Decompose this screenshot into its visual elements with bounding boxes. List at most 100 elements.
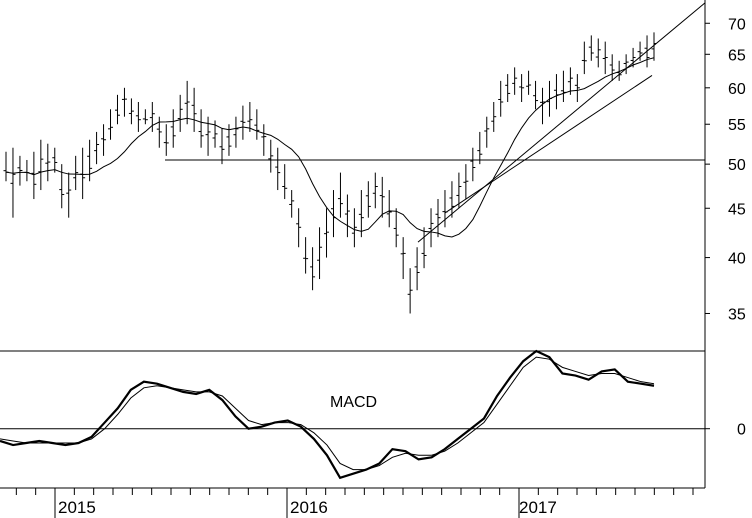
macd-axis: 0	[705, 422, 746, 439]
price-bars	[3, 32, 657, 314]
macd-tick-label: 0	[737, 422, 746, 439]
year-label: 2016	[290, 498, 328, 517]
price-overlays	[5, 2, 706, 243]
price-bar	[386, 190, 392, 228]
price-bar	[623, 54, 629, 75]
price-bar	[470, 147, 476, 182]
chart-frame	[0, 0, 706, 489]
price-bar	[198, 109, 204, 148]
price-bar	[372, 172, 378, 209]
price-bar	[505, 74, 511, 103]
time-axis: 2015 2016 2017	[15, 488, 694, 518]
price-bar	[358, 190, 364, 238]
price-bar	[484, 116, 490, 148]
price-bar	[59, 164, 65, 209]
price-bar	[324, 208, 330, 258]
price-tick-label: 50	[728, 157, 746, 174]
price-bar	[526, 70, 532, 95]
price-bar	[191, 87, 197, 132]
price-bar	[560, 70, 566, 103]
macd-panel: MACD	[0, 349, 705, 480]
year-label: 2015	[58, 498, 96, 517]
price-bar	[602, 41, 608, 75]
price-bar	[296, 208, 302, 248]
price-bar	[135, 102, 141, 132]
price-bar	[10, 147, 16, 218]
price-bar	[630, 47, 636, 68]
price-bar	[393, 208, 399, 248]
macd-line	[0, 349, 655, 480]
price-bar	[400, 237, 406, 280]
price-bar	[428, 208, 434, 248]
price-bar	[156, 116, 162, 148]
price-bar	[3, 151, 9, 182]
macd-label: MACD	[330, 394, 377, 411]
price-bar	[52, 147, 58, 173]
price-tick-label: 60	[728, 81, 746, 98]
price-bar	[114, 94, 120, 125]
price-bar	[567, 67, 573, 95]
price-bar	[519, 74, 525, 103]
price-bar	[170, 109, 176, 148]
price-bar	[421, 227, 427, 269]
price-bar	[80, 147, 86, 200]
price-bar	[463, 164, 469, 200]
price-bar	[282, 164, 288, 200]
price-bar	[163, 124, 169, 156]
price-bar	[379, 176, 385, 218]
price-bar	[142, 109, 148, 125]
price-bar	[540, 87, 546, 125]
price-bar	[581, 41, 587, 75]
price-bar	[344, 194, 350, 238]
price-axis: 35 40 45 50 55 60 65 70	[705, 16, 746, 323]
price-bar	[73, 155, 79, 191]
price-bar	[317, 227, 323, 280]
price-bar	[233, 116, 239, 148]
price-bar	[574, 74, 580, 103]
price-bar	[275, 147, 281, 191]
price-bar	[128, 98, 134, 125]
price-bar	[303, 237, 309, 274]
price-bar	[289, 190, 295, 218]
price-bar	[609, 54, 615, 81]
price-bar	[38, 139, 44, 191]
price-tick-label: 40	[728, 251, 746, 268]
price-bar	[219, 128, 225, 165]
price-bar	[177, 94, 183, 132]
price-bar	[24, 159, 30, 182]
moving-average-line	[5, 57, 655, 238]
year-label: 2017	[519, 498, 557, 517]
price-bar	[595, 38, 601, 68]
price-bar	[351, 208, 357, 248]
price-bar	[407, 268, 413, 314]
price-bar	[498, 80, 504, 117]
price-tick-label: 35	[728, 306, 746, 323]
price-bar	[261, 124, 267, 156]
price-bar	[87, 139, 93, 182]
price-bar	[435, 199, 441, 238]
price-tick-label: 65	[728, 47, 746, 64]
lower-trendline	[444, 75, 653, 214]
price-bar	[477, 131, 483, 165]
price-bar	[268, 139, 274, 173]
price-bar	[337, 172, 343, 218]
price-bar	[240, 105, 246, 140]
price-bar	[456, 172, 462, 209]
price-bar	[512, 67, 518, 95]
price-bar	[365, 181, 371, 218]
price-bar	[45, 143, 51, 182]
price-bar	[247, 102, 253, 132]
price-bar	[254, 109, 260, 140]
price-bar	[205, 116, 211, 156]
price-bar	[491, 102, 497, 132]
price-bar	[553, 74, 559, 110]
price-bar	[94, 131, 100, 165]
upper-trendline	[417, 2, 706, 243]
price-tick-label: 70	[728, 16, 746, 33]
signal-line	[0, 356, 655, 471]
price-bar	[414, 247, 420, 291]
price-bar	[184, 80, 190, 125]
price-bar	[108, 109, 114, 140]
price-bar	[66, 172, 72, 218]
